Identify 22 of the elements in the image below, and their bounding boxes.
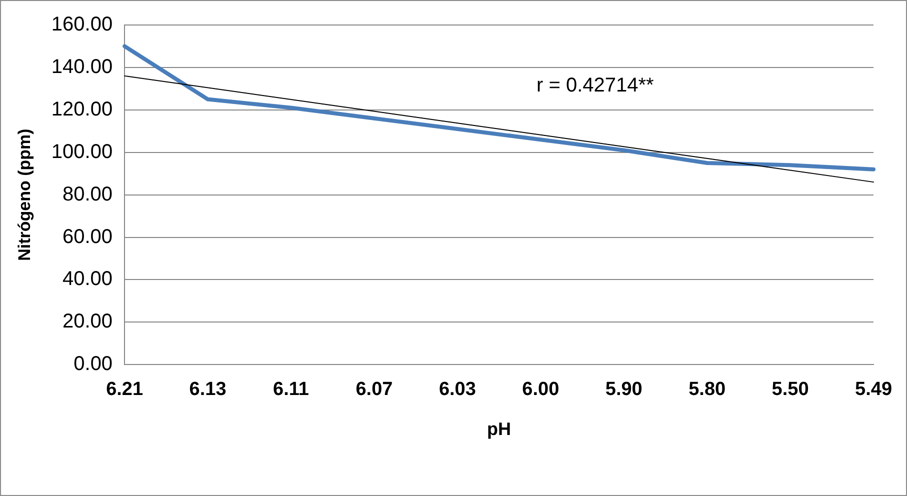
x-tick-label: 5.49 <box>855 379 892 400</box>
x-tick-label: 5.50 <box>772 379 809 400</box>
y-tick-label: 80.00 <box>62 183 113 206</box>
x-tick-label: 6.13 <box>189 379 226 400</box>
y-tick-label: 160.00 <box>51 14 113 36</box>
x-tick-label: 6.11 <box>273 379 310 400</box>
y-tick-label: 20.00 <box>62 310 113 333</box>
x-tick-label: 6.00 <box>522 379 560 400</box>
x-tick-label: 5.80 <box>688 379 726 400</box>
y-tick-label: 140.00 <box>51 56 113 78</box>
y-tick-label: 0.00 <box>74 353 113 376</box>
y-tick-label: 120.00 <box>51 98 113 120</box>
y-axis-title: Nitrógeno (ppm) <box>14 128 34 261</box>
y-tick-label: 60.00 <box>62 226 113 248</box>
y-tick-label: 40.00 <box>62 268 113 290</box>
x-tick-label: 6.21 <box>106 379 144 400</box>
x-tick-label: 6.03 <box>438 379 476 400</box>
annotation: r = 0.42714** <box>536 74 654 97</box>
x-tick-label: 6.07 <box>356 379 393 400</box>
x-axis-title: pH <box>487 419 512 440</box>
y-tick-label: 100.00 <box>51 140 113 163</box>
x-tick-label: 5.90 <box>605 379 642 400</box>
